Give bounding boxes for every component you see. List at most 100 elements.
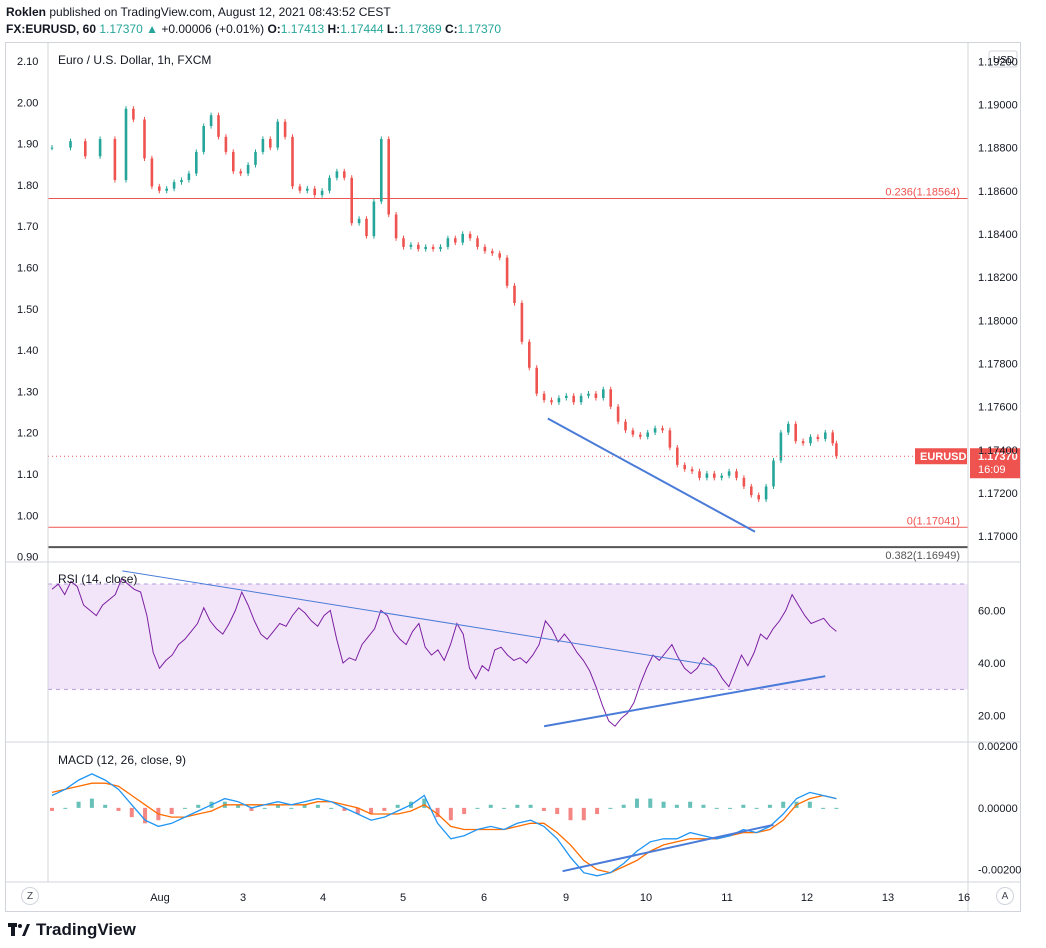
candle-body xyxy=(402,238,405,247)
macd-histogram-bar xyxy=(568,807,573,821)
candle-body xyxy=(98,138,102,157)
macd-histogram-bar xyxy=(129,807,134,818)
zoom-button[interactable]: Z xyxy=(21,887,39,905)
candle-body xyxy=(542,393,546,401)
change-value: +0.00006 (+0.01%) xyxy=(161,22,265,36)
left-tick-label: 1.90 xyxy=(17,139,38,151)
candle-body xyxy=(676,447,679,465)
candle-body xyxy=(50,147,54,149)
macd-histogram-bar xyxy=(236,804,241,808)
low-label: L: xyxy=(386,22,399,36)
candle-body xyxy=(624,421,627,431)
price-tag-value: 1.17370 xyxy=(978,451,1018,463)
macd-histogram-bar xyxy=(488,804,493,808)
candle-body xyxy=(202,126,205,152)
candle-body xyxy=(158,186,161,191)
candle-body xyxy=(535,367,538,394)
candle-body xyxy=(794,423,797,442)
macd-histogram-bar xyxy=(276,804,281,808)
time-tick-label: 3 xyxy=(240,892,246,904)
price-tick-label: 1.18800 xyxy=(978,143,1018,155)
candle-body xyxy=(557,397,561,403)
macd-histogram-bar xyxy=(595,807,600,815)
macd-histogram-bar xyxy=(182,807,187,809)
low-value: 1.17369 xyxy=(398,22,442,36)
candle-body xyxy=(113,138,117,180)
time-tick-label: Aug xyxy=(150,892,170,904)
candle-body xyxy=(653,428,657,433)
candle-body xyxy=(698,471,701,478)
macd-title: MACD (12, 26, close, 9) xyxy=(58,753,186,767)
left-tick-label: 1.30 xyxy=(17,386,38,398)
candle-body xyxy=(713,473,716,478)
last-price: 1.17370 xyxy=(99,22,143,36)
macd-histogram-bar xyxy=(834,807,839,809)
macd-histogram-bar xyxy=(50,807,54,811)
candle-body xyxy=(409,244,413,247)
candle-body xyxy=(483,246,487,252)
left-tick-label: 1.50 xyxy=(17,304,38,316)
candle-body xyxy=(365,218,368,237)
candle-body xyxy=(801,441,805,444)
macd-histogram-bar xyxy=(688,801,693,808)
left-tick-label: 0.90 xyxy=(17,552,38,564)
publish-text: published on TradingView.com, August 12,… xyxy=(49,5,391,19)
candle-body xyxy=(239,171,242,174)
macd-histogram-bar xyxy=(63,807,68,809)
candle-body xyxy=(809,436,812,444)
time-tick-label: 13 xyxy=(882,892,894,904)
candle-body xyxy=(357,218,361,224)
macd-pane: MACD (12, 26, close, 9) xyxy=(50,753,839,877)
candle-body xyxy=(298,186,302,191)
candle-body xyxy=(439,246,442,250)
macd-histogram-bar xyxy=(289,807,294,809)
candle-body xyxy=(424,246,427,250)
candle-body xyxy=(683,464,686,470)
macd-histogram-bar xyxy=(634,798,639,808)
currency-badge xyxy=(988,50,1018,68)
left-tick-label: 1.20 xyxy=(17,428,38,440)
candle-body xyxy=(394,214,398,239)
candle-body xyxy=(372,201,376,237)
candle-body xyxy=(579,395,583,403)
auto-scale-button[interactable]: A xyxy=(996,887,1014,905)
candle-body xyxy=(631,430,635,435)
candle-body xyxy=(217,115,220,137)
candle-body xyxy=(727,471,731,476)
candle-body xyxy=(454,238,457,243)
macd-histogram-bar xyxy=(382,807,387,811)
rsi-title: RSI (14, close) xyxy=(58,572,137,586)
time-tick-label: 5 xyxy=(400,892,406,904)
macd-signal-line xyxy=(51,782,837,874)
brand-name: TradingView xyxy=(36,920,136,939)
candle-body xyxy=(772,460,775,487)
candle-body xyxy=(291,136,294,187)
candle-body xyxy=(276,121,279,148)
macd-histogram-bar xyxy=(741,804,746,808)
macd-line xyxy=(51,773,837,877)
candle-body xyxy=(661,428,664,431)
open-value: 1.17413 xyxy=(280,22,325,36)
macd-histogram-bar xyxy=(395,804,400,808)
rsi-pane: RSI (14, close) xyxy=(48,570,968,728)
macd-histogram-bar xyxy=(621,804,626,808)
macd-histogram-bar xyxy=(369,807,374,815)
price-tick-label: 1.19200 xyxy=(978,56,1018,68)
candle-body xyxy=(705,473,709,478)
left-tick-label: 1.60 xyxy=(17,263,38,275)
rsi-band xyxy=(48,584,968,690)
candle-body xyxy=(254,151,257,165)
candle-body xyxy=(387,138,390,215)
macd-histogram-bar xyxy=(541,807,546,811)
price-trendline xyxy=(547,417,756,533)
macd-histogram-bar xyxy=(475,807,480,809)
candle-body xyxy=(520,303,524,342)
close-label: C: xyxy=(444,22,458,36)
macd-histogram-bar xyxy=(302,804,307,808)
currency-badge-label: USD xyxy=(993,55,1014,66)
candle-body xyxy=(587,393,590,396)
time-tick-label: 12 xyxy=(801,892,813,904)
rsi-tick-label: 60.00 xyxy=(978,605,1006,617)
candle-body xyxy=(84,141,87,157)
